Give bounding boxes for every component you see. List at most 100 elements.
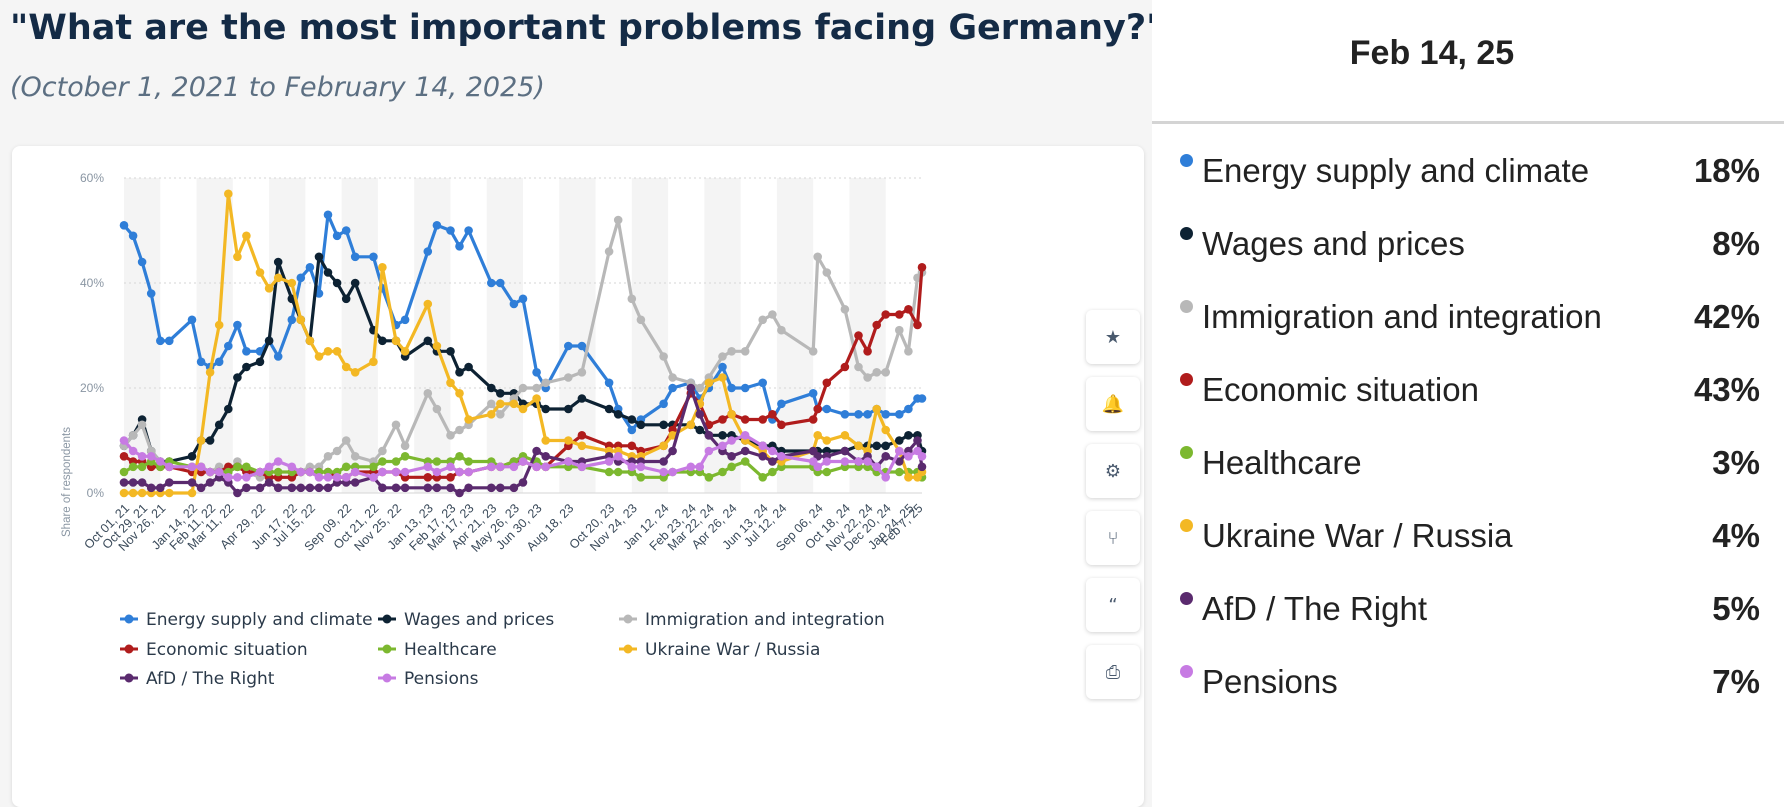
data-point[interactable]: [205, 467, 215, 477]
data-point[interactable]: [895, 436, 904, 445]
data-point[interactable]: [242, 483, 251, 493]
data-point[interactable]: [627, 294, 637, 304]
data-point[interactable]: [332, 473, 342, 482]
data-point[interactable]: [296, 315, 306, 325]
data-point[interactable]: [577, 441, 587, 451]
data-point[interactable]: [668, 431, 677, 440]
data-point[interactable]: [758, 473, 767, 482]
data-point[interactable]: [895, 410, 904, 419]
data-point[interactable]: [464, 415, 473, 424]
data-point[interactable]: [509, 462, 519, 472]
data-point[interactable]: [242, 231, 251, 241]
data-point[interactable]: [704, 378, 714, 388]
data-point[interactable]: [840, 410, 850, 419]
data-point[interactable]: [718, 431, 727, 440]
data-point[interactable]: [777, 420, 786, 430]
print-button[interactable]: ⎙: [1086, 645, 1140, 699]
data-point[interactable]: [255, 268, 265, 277]
data-point[interactable]: [813, 404, 822, 414]
data-point[interactable]: [273, 457, 283, 466]
data-point[interactable]: [233, 488, 242, 498]
data-point[interactable]: [854, 441, 863, 451]
data-point[interactable]: [668, 467, 677, 477]
data-point[interactable]: [196, 357, 206, 367]
data-point[interactable]: [432, 341, 442, 351]
data-point[interactable]: [432, 467, 442, 477]
data-point[interactable]: [636, 420, 646, 430]
data-point[interactable]: [881, 310, 890, 319]
data-point[interactable]: [273, 273, 283, 283]
data-point[interactable]: [496, 483, 505, 493]
data-point[interactable]: [487, 462, 496, 472]
data-point[interactable]: [740, 347, 750, 356]
data-point[interactable]: [455, 242, 464, 251]
data-point[interactable]: [822, 467, 832, 477]
data-point[interactable]: [872, 462, 881, 472]
data-point[interactable]: [187, 315, 197, 325]
data-point[interactable]: [341, 226, 351, 235]
data-point[interactable]: [137, 420, 147, 430]
data-point[interactable]: [273, 483, 283, 493]
legend-item[interactable]: Economic situation: [120, 640, 308, 660]
data-point[interactable]: [854, 331, 863, 340]
data-point[interactable]: [895, 446, 904, 456]
data-point[interactable]: [840, 457, 850, 466]
data-point[interactable]: [863, 457, 872, 466]
data-point[interactable]: [332, 278, 342, 288]
legend-item[interactable]: Pensions: [378, 669, 479, 689]
data-point[interactable]: [541, 404, 550, 414]
data-point[interactable]: [808, 347, 818, 356]
data-point[interactable]: [532, 446, 541, 456]
data-point[interactable]: [913, 436, 922, 445]
data-point[interactable]: [695, 383, 705, 393]
data-point[interactable]: [323, 483, 333, 493]
data-point[interactable]: [541, 378, 550, 388]
data-point[interactable]: [400, 315, 410, 325]
data-point[interactable]: [659, 467, 668, 477]
data-point[interactable]: [455, 488, 464, 498]
data-point[interactable]: [659, 420, 668, 430]
quote-button[interactable]: “: [1086, 578, 1140, 632]
data-point[interactable]: [137, 452, 147, 461]
data-point[interactable]: [895, 325, 904, 335]
data-point[interactable]: [487, 383, 496, 393]
data-point[interactable]: [341, 362, 351, 372]
data-point[interactable]: [659, 352, 668, 361]
data-point[interactable]: [119, 221, 129, 230]
data-point[interactable]: [668, 373, 677, 382]
data-point[interactable]: [604, 378, 614, 388]
data-point[interactable]: [704, 446, 714, 456]
data-point[interactable]: [881, 410, 890, 419]
data-point[interactable]: [369, 473, 378, 482]
data-point[interactable]: [872, 404, 881, 414]
data-point[interactable]: [224, 473, 233, 482]
data-point[interactable]: [455, 425, 464, 435]
data-point[interactable]: [350, 368, 360, 377]
data-point[interactable]: [564, 373, 573, 382]
data-point[interactable]: [881, 452, 890, 461]
data-point[interactable]: [391, 467, 401, 477]
data-point[interactable]: [518, 457, 528, 466]
data-point[interactable]: [314, 483, 324, 493]
data-point[interactable]: [577, 462, 587, 472]
data-point[interactable]: [659, 457, 668, 466]
data-point[interactable]: [577, 431, 587, 440]
data-point[interactable]: [740, 383, 750, 393]
data-point[interactable]: [323, 473, 333, 482]
data-point[interactable]: [156, 483, 165, 493]
gear-button[interactable]: ⚙: [1086, 444, 1140, 498]
data-point[interactable]: [577, 394, 587, 403]
data-point[interactable]: [895, 457, 904, 466]
data-point[interactable]: [604, 457, 614, 466]
data-point[interactable]: [727, 383, 736, 393]
data-point[interactable]: [727, 452, 736, 461]
data-point[interactable]: [686, 420, 696, 430]
data-point[interactable]: [187, 478, 197, 487]
data-point[interactable]: [895, 310, 904, 319]
data-point[interactable]: [391, 483, 401, 493]
data-point[interactable]: [350, 452, 360, 461]
data-point[interactable]: [777, 399, 786, 409]
data-point[interactable]: [881, 368, 890, 377]
data-point[interactable]: [314, 473, 324, 482]
data-point[interactable]: [704, 473, 714, 482]
